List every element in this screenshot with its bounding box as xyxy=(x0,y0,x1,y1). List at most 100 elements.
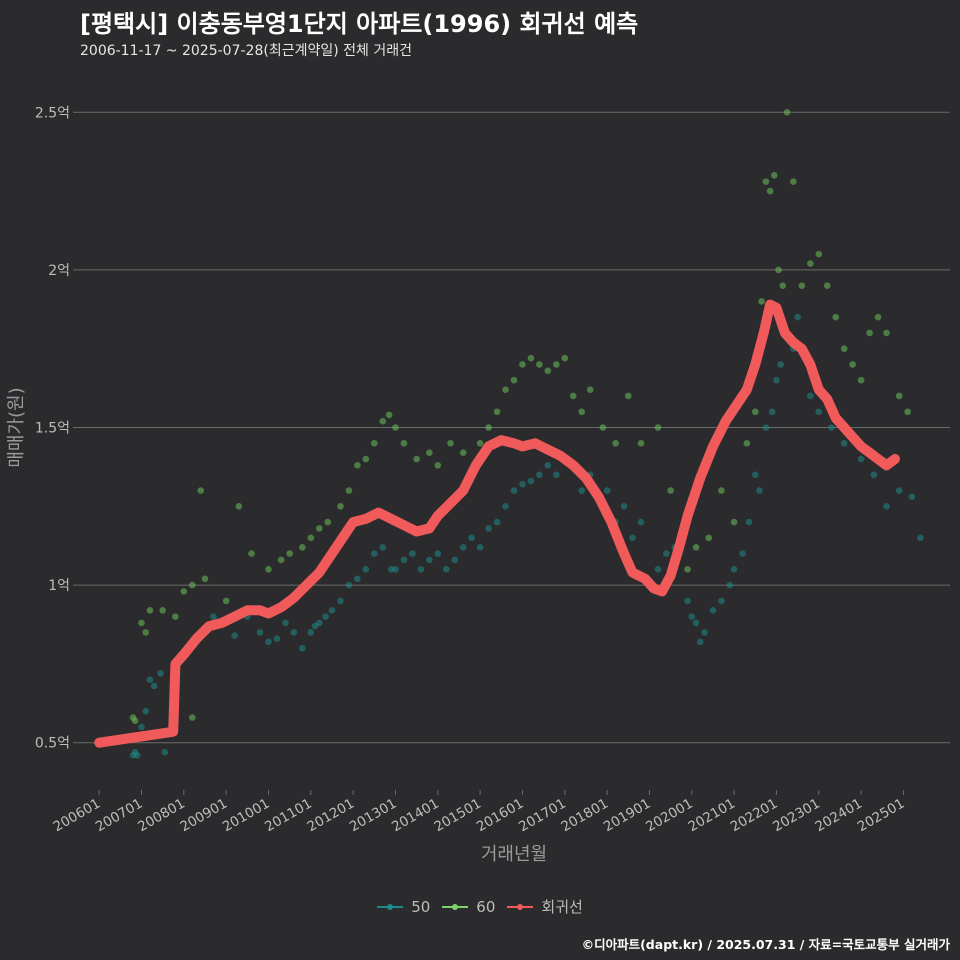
series-50 xyxy=(129,313,924,759)
data-point-50 xyxy=(701,629,708,636)
x-tick-label: 201801 xyxy=(558,796,611,836)
data-point-60 xyxy=(434,462,442,469)
x-tick-label: 201501 xyxy=(431,796,484,836)
x-tick-label: 200701 xyxy=(93,796,146,836)
x-tick-label: 201101 xyxy=(262,796,315,836)
x-tick-label: 201601 xyxy=(474,796,527,836)
data-point-60 xyxy=(159,607,166,614)
legend-key-50 xyxy=(377,900,404,914)
data-point-60 xyxy=(762,178,770,185)
data-point-50 xyxy=(273,635,281,642)
y-axis-title: 매매가(원) xyxy=(6,387,27,467)
x-tick-label: 200801 xyxy=(135,796,188,836)
data-point-60 xyxy=(883,329,890,337)
data-point-50 xyxy=(794,313,801,321)
data-point-50 xyxy=(468,534,475,542)
data-point-60 xyxy=(692,543,700,551)
legend-label-60: 60 xyxy=(476,897,496,916)
legend-item-regression[interactable]: 회귀선 xyxy=(507,896,583,917)
data-point-50 xyxy=(620,503,628,510)
data-point-50 xyxy=(870,471,878,479)
data-point-50 xyxy=(777,361,784,368)
data-point-60 xyxy=(131,717,139,724)
data-point-60 xyxy=(197,487,205,494)
data-point-60 xyxy=(766,187,774,195)
data-point-60 xyxy=(561,354,569,362)
legend-item-50[interactable]: 50 xyxy=(377,896,430,917)
data-point-60 xyxy=(874,313,882,321)
data-point-60 xyxy=(783,108,791,116)
data-point-60 xyxy=(578,408,586,416)
data-point-50 xyxy=(751,471,759,479)
data-point-50 xyxy=(553,471,560,479)
data-point-60 xyxy=(400,439,408,447)
data-point-50 xyxy=(150,682,158,690)
data-point-60 xyxy=(849,361,856,368)
data-point-50 xyxy=(426,556,433,564)
data-point-50 xyxy=(451,556,459,564)
source-caption: ©디아파트(dapt.kr) / 2025.07.31 / 자료=국토교통부 실… xyxy=(581,937,950,952)
data-point-50 xyxy=(718,597,725,605)
data-point-50 xyxy=(256,629,264,636)
data-point-60 xyxy=(857,376,865,384)
data-point-60 xyxy=(142,629,150,636)
data-point-50 xyxy=(345,581,353,589)
data-point-50 xyxy=(603,487,611,494)
data-point-60 xyxy=(146,607,154,614)
data-point-50 xyxy=(322,613,329,620)
data-point-60 xyxy=(426,449,433,457)
legend-key-regression xyxy=(507,900,534,914)
data-point-60 xyxy=(569,392,577,400)
x-tick-label: 202501 xyxy=(855,796,908,836)
data-point-60 xyxy=(599,424,607,431)
legend-item-60[interactable]: 60 xyxy=(442,896,495,917)
data-point-50 xyxy=(762,424,770,431)
data-point-60 xyxy=(790,178,797,185)
data-point-50 xyxy=(739,550,746,557)
series-60 xyxy=(129,108,911,724)
y-tick-label: 1.5억 xyxy=(35,421,70,437)
data-point-60 xyxy=(586,386,594,393)
x-tick-label: 202301 xyxy=(770,796,823,836)
data-point-50 xyxy=(815,408,823,416)
data-point-60 xyxy=(413,455,420,463)
data-point-50 xyxy=(807,392,814,400)
chart-title: [평택시] 이충동부영1단지 아파트(1996) 회귀선 예측 xyxy=(80,10,639,38)
data-point-50 xyxy=(315,619,323,627)
data-point-60 xyxy=(385,411,393,419)
data-point-50 xyxy=(417,566,425,573)
legend-label-regression: 회귀선 xyxy=(541,898,583,916)
data-point-60 xyxy=(527,354,535,362)
legend-label-50: 50 xyxy=(411,897,431,916)
data-point-50 xyxy=(138,723,145,731)
chart-subtitle: 2006-11-17 ~ 2025-07-28(최근계약일) 전체 거래건 xyxy=(80,43,412,59)
x-tick-label: 200601 xyxy=(51,796,104,836)
data-point-60 xyxy=(807,260,814,267)
data-point-50 xyxy=(146,676,154,683)
data-point-60 xyxy=(447,439,454,447)
x-tick-label: 201401 xyxy=(389,796,442,836)
x-tick-label: 201001 xyxy=(220,796,273,836)
data-point-50 xyxy=(142,707,150,715)
data-point-60 xyxy=(362,455,370,463)
axis-labels: 0.5억 1억 1.5억 2억 2.5억 200601200701200801200901… xyxy=(6,105,907,865)
data-point-60 xyxy=(743,439,751,447)
data-point-50 xyxy=(840,439,848,447)
data-point-50 xyxy=(282,619,289,627)
data-point-60 xyxy=(832,313,840,321)
data-point-50 xyxy=(663,550,670,557)
x-tick-label: 200901 xyxy=(178,796,231,836)
data-point-50 xyxy=(265,638,272,646)
data-point-50 xyxy=(442,566,450,573)
data-point-50 xyxy=(895,487,903,494)
data-point-50 xyxy=(299,644,306,652)
data-point-60 xyxy=(345,487,353,494)
y-tick-label: 1억 xyxy=(48,578,70,594)
data-point-60 xyxy=(904,408,911,416)
data-point-50 xyxy=(696,638,704,646)
data-point-60 xyxy=(519,361,526,368)
data-point-50 xyxy=(709,607,717,614)
data-point-60 xyxy=(172,613,179,620)
legend: 50 60 회귀선 xyxy=(0,896,960,917)
